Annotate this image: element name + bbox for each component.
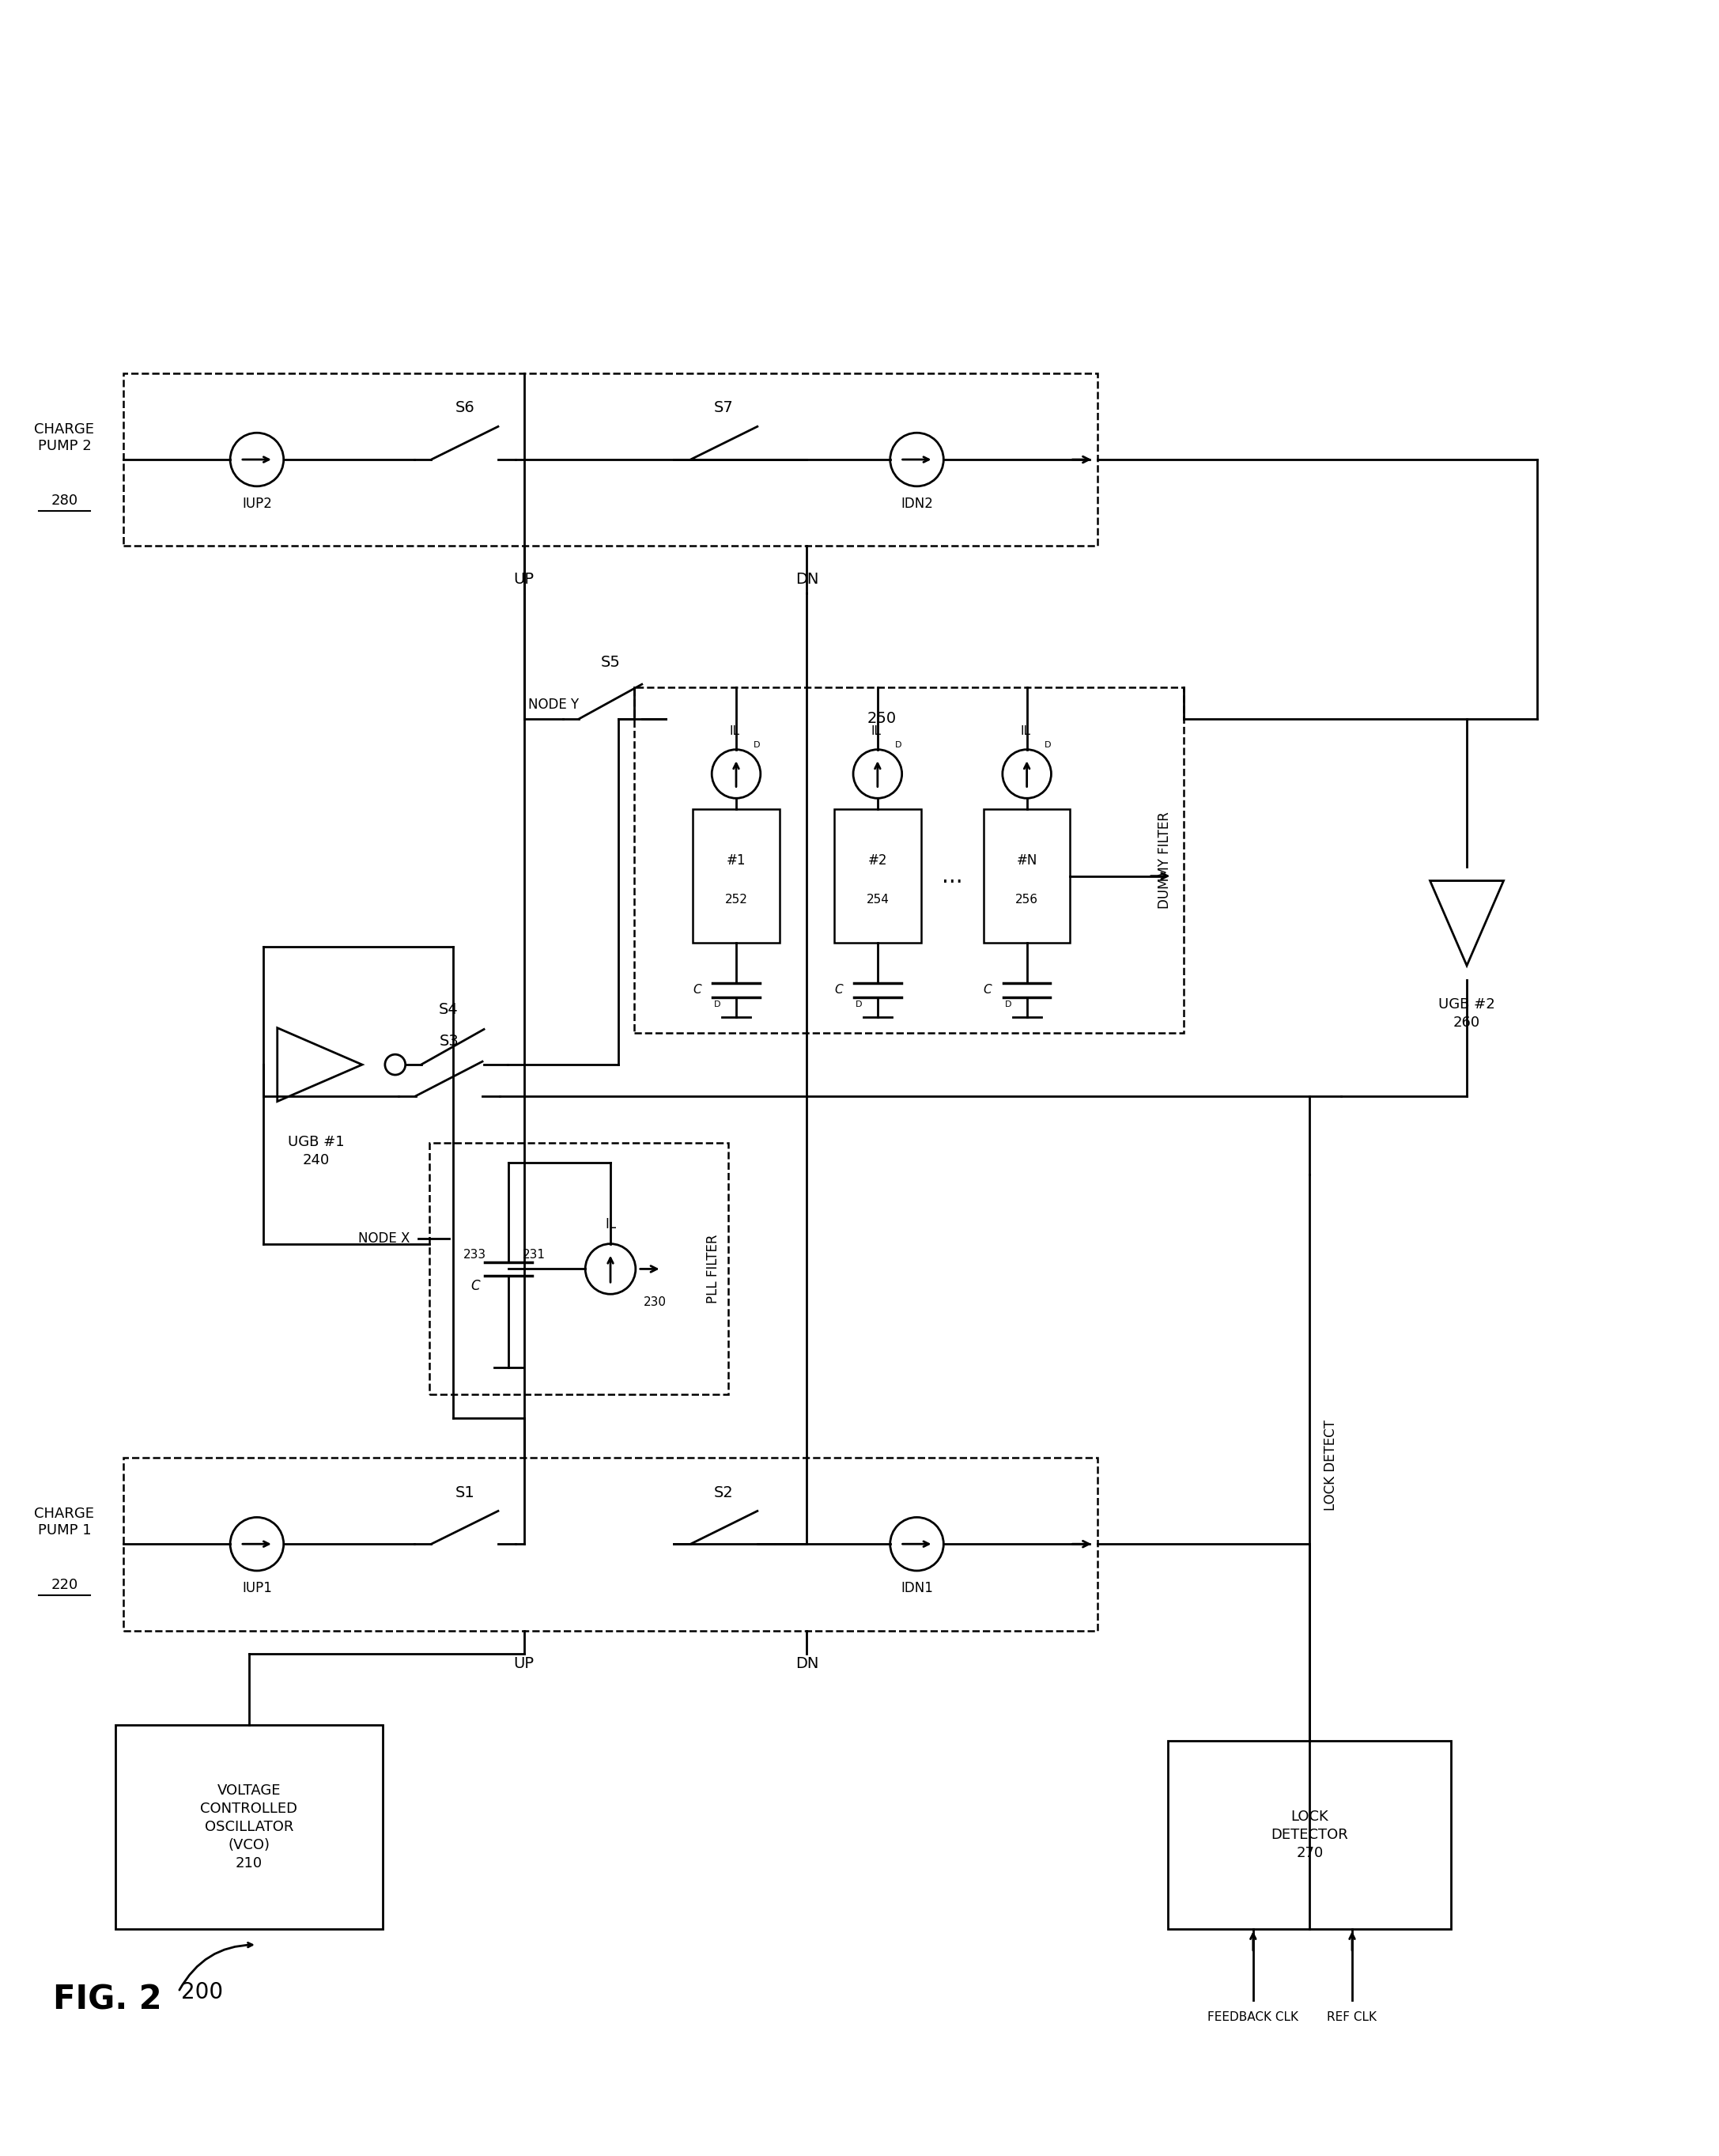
Text: DUMMY FILTER: DUMMY FILTER: [1159, 811, 1172, 910]
Text: UP: UP: [514, 571, 535, 586]
Text: FEEDBACK CLK: FEEDBACK CLK: [1208, 2012, 1298, 2024]
Text: 230: 230: [643, 1296, 667, 1309]
Text: D: D: [753, 742, 760, 748]
Text: IL: IL: [729, 724, 739, 737]
Text: S3: S3: [440, 1035, 459, 1050]
Text: FIG. 2: FIG. 2: [53, 1984, 162, 2016]
Text: D: D: [1043, 742, 1050, 748]
Bar: [115, 1725, 383, 1930]
Text: IDN2: IDN2: [901, 496, 933, 511]
Text: S7: S7: [713, 401, 734, 416]
Text: S2: S2: [713, 1485, 734, 1501]
Text: #N: #N: [1016, 854, 1037, 867]
Bar: [834, 808, 921, 942]
Text: IL: IL: [872, 724, 882, 737]
Text: 254: 254: [866, 895, 889, 906]
Text: UGB #1
240: UGB #1 240: [287, 1136, 344, 1166]
Text: 233: 233: [464, 1248, 486, 1261]
Text: PLL FILTER: PLL FILTER: [707, 1235, 720, 1304]
Text: IUP1: IUP1: [242, 1580, 272, 1595]
Text: IL: IL: [1019, 724, 1030, 737]
Bar: [124, 1457, 1097, 1630]
Text: ...: ...: [942, 865, 963, 886]
Text: #1: #1: [727, 854, 746, 867]
Bar: [983, 808, 1069, 942]
Bar: [634, 688, 1184, 1033]
Text: IL: IL: [605, 1216, 615, 1231]
Text: 252: 252: [725, 895, 748, 906]
Text: 200: 200: [180, 1981, 223, 2003]
Text: NODE Y: NODE Y: [528, 699, 579, 711]
Text: D: D: [856, 1000, 863, 1009]
Text: IDN1: IDN1: [901, 1580, 933, 1595]
Bar: [693, 808, 779, 942]
Text: D: D: [713, 1000, 720, 1009]
Text: NODE X: NODE X: [359, 1231, 411, 1246]
Text: LOCK DETECT: LOCK DETECT: [1324, 1421, 1337, 1511]
Text: 220: 220: [52, 1578, 77, 1591]
Text: 250: 250: [866, 711, 896, 727]
Text: CHARGE
PUMP 1: CHARGE PUMP 1: [34, 1507, 95, 1537]
Text: D: D: [1006, 1000, 1011, 1009]
Text: S5: S5: [600, 655, 621, 671]
Text: C: C: [693, 983, 701, 996]
Bar: [124, 373, 1097, 545]
Text: 256: 256: [1016, 895, 1038, 906]
Text: #2: #2: [868, 854, 887, 867]
Bar: [1169, 1740, 1451, 1930]
Text: UP: UP: [514, 1656, 535, 1671]
Text: LOCK
DETECTOR
270: LOCK DETECTOR 270: [1270, 1809, 1348, 1861]
Text: 280: 280: [52, 494, 77, 507]
Text: C: C: [834, 983, 842, 996]
Text: REF CLK: REF CLK: [1327, 2012, 1377, 2024]
Text: CHARGE
PUMP 2: CHARGE PUMP 2: [34, 423, 95, 453]
Text: S6: S6: [456, 401, 474, 416]
Bar: [430, 1143, 729, 1395]
Text: IUP2: IUP2: [242, 496, 272, 511]
Text: DN: DN: [796, 1656, 818, 1671]
Text: S1: S1: [456, 1485, 474, 1501]
Text: D: D: [896, 742, 901, 748]
Text: DN: DN: [796, 571, 818, 586]
Text: UGB #2
260: UGB #2 260: [1439, 998, 1496, 1028]
Text: VOLTAGE
CONTROLLED
OSCILLATOR
(VCO)
210: VOLTAGE CONTROLLED OSCILLATOR (VCO) 210: [201, 1783, 297, 1869]
Text: C: C: [983, 983, 992, 996]
Text: 231: 231: [523, 1248, 545, 1261]
Text: S4: S4: [438, 1003, 459, 1018]
Text: C: C: [471, 1279, 480, 1294]
